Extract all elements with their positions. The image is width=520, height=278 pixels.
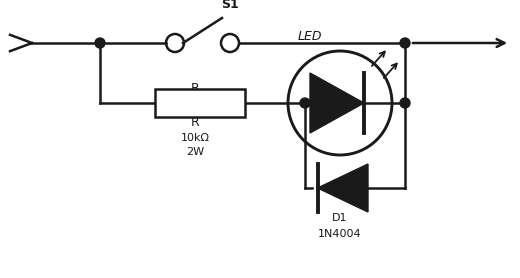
Circle shape — [400, 38, 410, 48]
Text: 1N4004: 1N4004 — [318, 229, 362, 239]
Text: 10kΩ: 10kΩ — [180, 133, 210, 143]
Text: D1: D1 — [332, 213, 348, 223]
Circle shape — [300, 98, 310, 108]
Text: R: R — [191, 116, 199, 130]
Text: R: R — [191, 81, 199, 95]
Polygon shape — [310, 73, 364, 133]
Text: 2W: 2W — [186, 147, 204, 157]
Text: LED: LED — [298, 29, 322, 43]
Text: S1: S1 — [221, 0, 239, 11]
Circle shape — [400, 98, 410, 108]
Polygon shape — [318, 164, 368, 212]
Circle shape — [95, 38, 105, 48]
Bar — [155, 89, 245, 117]
